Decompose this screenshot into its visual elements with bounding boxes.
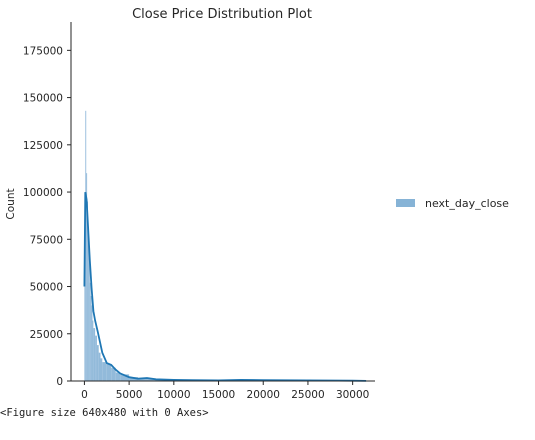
y-axis-ticks: 0 25000 50000 75000 100000 125000 150000 175000 [23, 45, 71, 388]
y-tick-label: 25000 [30, 329, 63, 341]
legend-label: next_day_close [425, 197, 509, 210]
x-tick-label: 20000 [247, 389, 280, 400]
histogram-bar [91, 305, 93, 381]
histogram-bar [90, 295, 92, 381]
y-tick-label: 50000 [30, 282, 63, 294]
legend: next_day_close [396, 197, 509, 210]
histogram-bar [120, 374, 130, 381]
distribution-chart: Close Price Distribution Plot Count 0 250… [5, 7, 509, 400]
x-tick-label: 25000 [291, 389, 324, 400]
chart-title: Close Price Distribution Plot [132, 7, 312, 22]
histogram-bar [89, 282, 91, 381]
histogram-bar [87, 229, 89, 381]
kde-curve-group [83, 191, 367, 382]
histogram-bar [93, 328, 96, 381]
histogram-bar [102, 362, 107, 381]
y-tick-label: 175000 [23, 45, 63, 57]
histogram-bar [88, 258, 90, 381]
histogram-bar [85, 110, 87, 381]
y-tick-label: 0 [56, 376, 63, 388]
kde-line [83, 191, 367, 382]
histogram-bar [106, 363, 112, 381]
histogram-bar [111, 367, 116, 381]
x-tick-label: 15000 [202, 389, 235, 400]
histogram-bar [100, 358, 103, 381]
histogram-bar [147, 378, 156, 381]
histogram-bar [92, 320, 94, 381]
histogram-bar [98, 352, 101, 381]
histogram-bar [138, 378, 147, 381]
x-tick-label: 10000 [157, 389, 190, 400]
y-tick-label: 125000 [23, 140, 63, 152]
histogram-bar [95, 335, 97, 381]
histogram-bar [129, 377, 139, 381]
y-tick-label: 100000 [23, 187, 63, 199]
x-axis-ticks: 0 5000 10000 15000 20000 25000 30000 [81, 381, 369, 400]
legend-swatch [396, 199, 415, 207]
histogram-bars [84, 110, 371, 381]
histogram-bar [84, 267, 86, 381]
histogram-bar [96, 345, 99, 381]
histogram-bar [86, 173, 88, 381]
y-tick-label: 150000 [23, 93, 63, 105]
histogram-bar [115, 372, 121, 381]
histogram-bar [87, 201, 88, 381]
y-tick-label: 75000 [30, 234, 63, 246]
y-axis-label: Count [5, 188, 17, 219]
figure-output-caption: <Figure size 640x480 with 0 Axes> [0, 407, 209, 419]
x-tick-label: 30000 [336, 389, 369, 400]
x-tick-label: 0 [81, 389, 88, 400]
x-tick-label: 5000 [116, 389, 143, 400]
